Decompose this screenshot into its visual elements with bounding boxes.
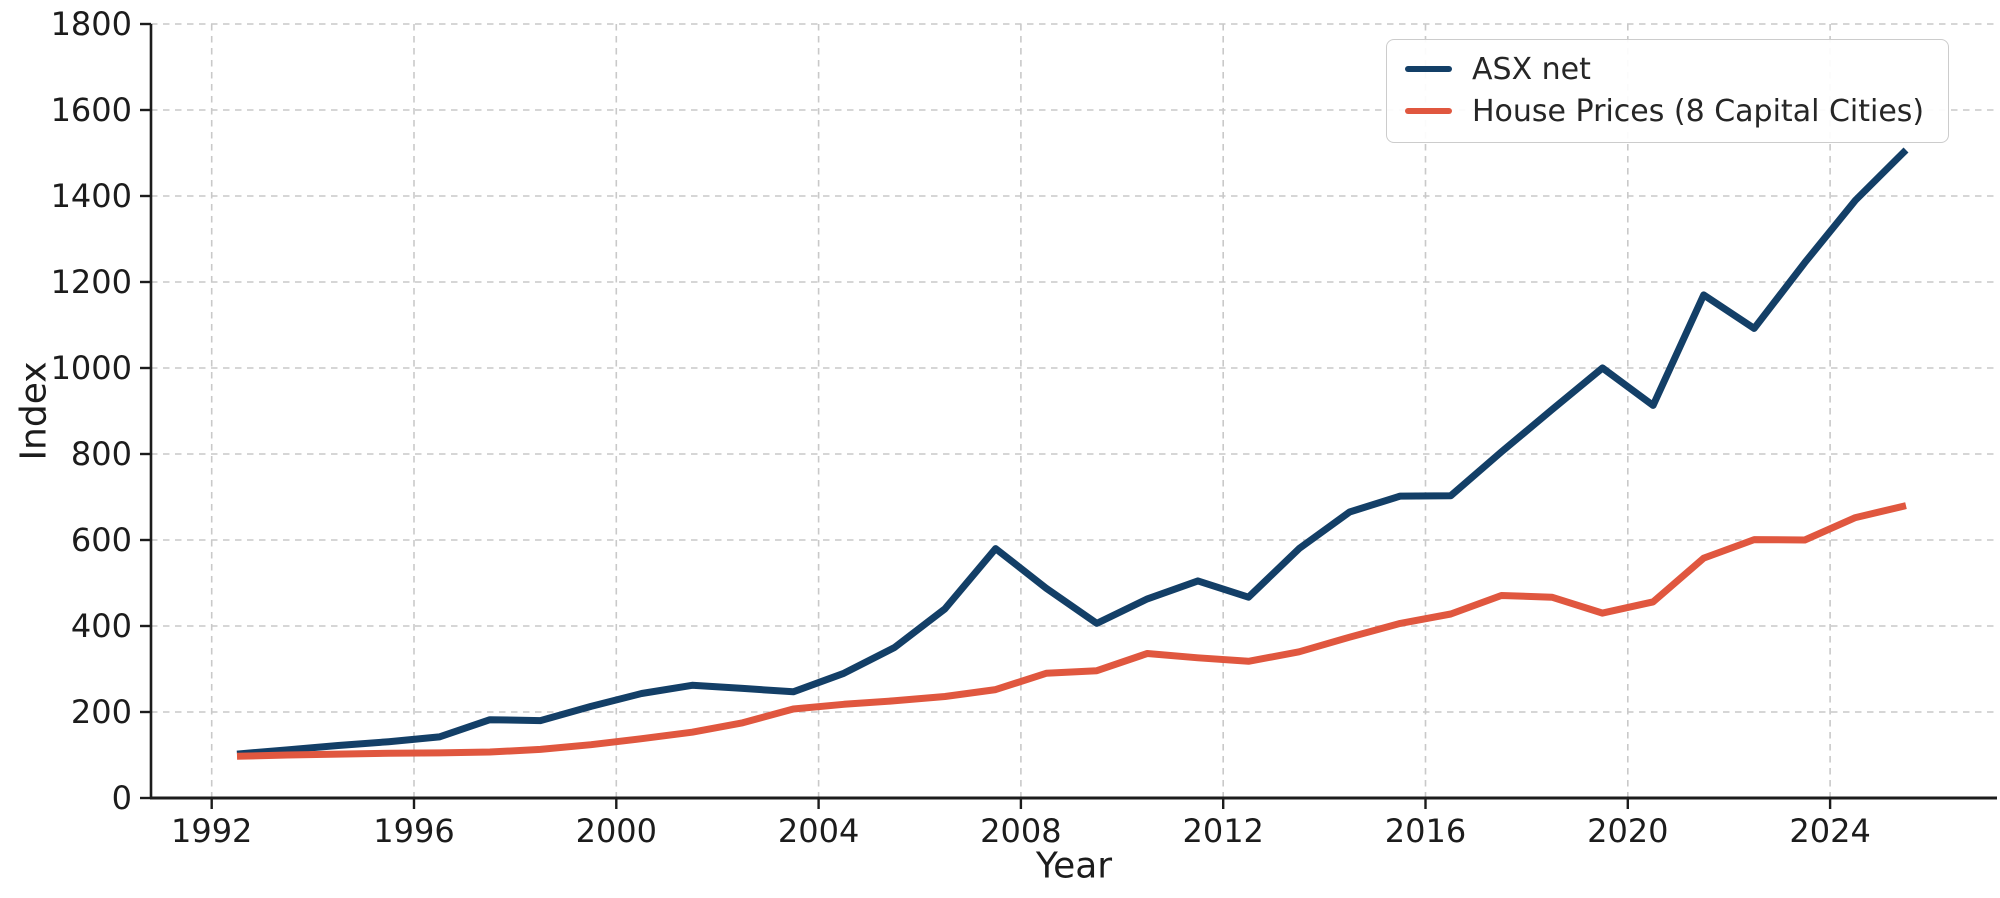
y-tick-label: 0 xyxy=(112,779,132,817)
x-tick-label: 2012 xyxy=(1182,812,1263,850)
legend-label-asx-net: ASX net xyxy=(1472,51,1591,87)
y-tick-label: 200 xyxy=(71,693,132,731)
y-tick-label: 1000 xyxy=(51,349,132,387)
x-tick-label: 2020 xyxy=(1587,812,1668,850)
x-tick-label: 2008 xyxy=(980,812,1061,850)
y-tick-label: 1400 xyxy=(51,177,132,215)
legend-label-house-prices: House Prices (8 Capital Cities) xyxy=(1472,93,1925,129)
series-line-asx-net xyxy=(236,147,1909,758)
y-tick-label: 1200 xyxy=(51,263,132,301)
asx-net-line-swatch xyxy=(1405,65,1452,73)
y-tick-label: 400 xyxy=(71,607,132,645)
x-tick-label: 2016 xyxy=(1385,812,1466,850)
y-tick-label: 1600 xyxy=(51,91,132,129)
series-line-house-prices xyxy=(236,502,1907,760)
x-tick-label: 2024 xyxy=(1789,812,1870,850)
y-axis-label: Index xyxy=(13,361,55,461)
y-tick-label: 800 xyxy=(71,435,132,473)
y-tick-label: 600 xyxy=(71,521,132,559)
x-tick-label: 1996 xyxy=(373,812,454,850)
x-tick-label: 2004 xyxy=(778,812,859,850)
x-tick-label: 2000 xyxy=(576,812,657,850)
x-axis-label: Year xyxy=(1035,845,1113,887)
legend: ASX net House Prices (8 Capital Cities) xyxy=(1386,39,1950,143)
y-tick-label: 1800 xyxy=(51,5,132,43)
house-prices-line-swatch xyxy=(1405,107,1452,115)
x-tick-label: 1992 xyxy=(171,812,252,850)
legend-item-asx-net: ASX net xyxy=(1405,50,1924,88)
legend-item-house-prices: House Prices (8 Capital Cities) xyxy=(1405,92,1924,130)
